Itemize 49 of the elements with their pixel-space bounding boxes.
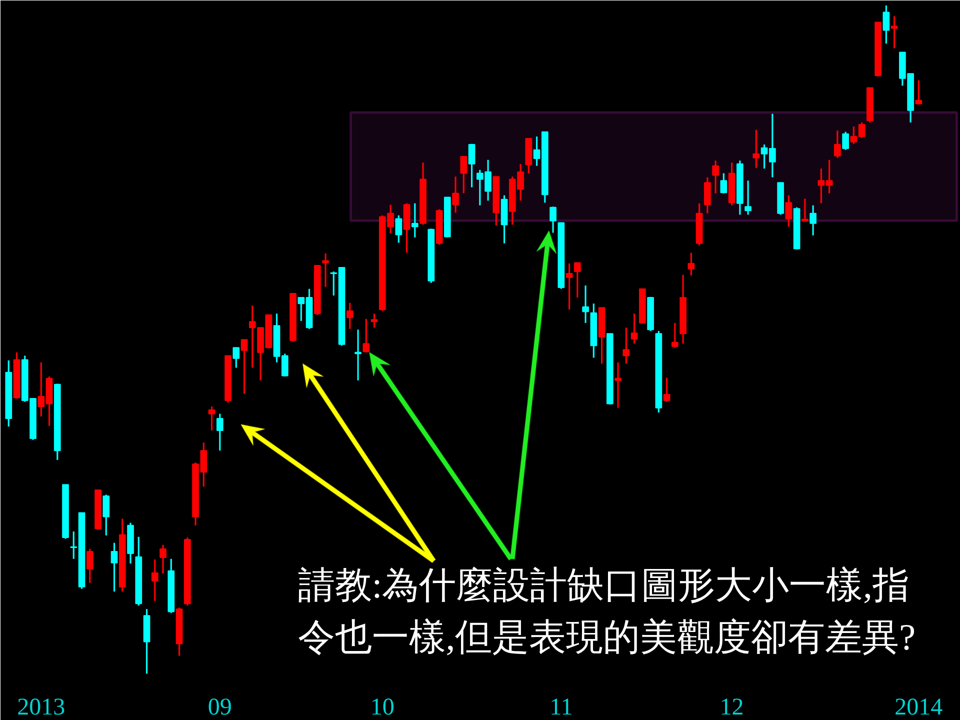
x-tick-label: 12 [720, 694, 744, 720]
candlestick [370, 312, 378, 328]
candlestick [346, 302, 354, 330]
candlestick [810, 204, 816, 236]
candlestick [890, 15, 898, 50]
candlestick [582, 284, 589, 324]
candlestick [915, 80, 922, 106]
candlestick [842, 131, 849, 151]
candlestick [671, 322, 678, 348]
candlestick [86, 548, 94, 584]
candlestick [232, 346, 240, 369]
candlestick [614, 362, 622, 409]
candlestick [151, 558, 158, 602]
annotation: 請教:為什麼設計缺口圖形大小一樣,指令也一樣,但是表現的美觀度卻有差異? [298, 566, 916, 659]
candlestick [785, 194, 792, 228]
candlestick [720, 172, 728, 194]
candlestick [362, 318, 370, 354]
candlestick [240, 338, 248, 395]
x-tick-label: 10 [370, 694, 394, 720]
candlestick [160, 544, 166, 574]
candlestick [354, 328, 362, 382]
candlestick [566, 262, 573, 310]
candlestick [834, 130, 841, 159]
candlestick [550, 206, 556, 234]
candlestick [452, 176, 459, 214]
candlestick [704, 176, 711, 214]
candlestick [395, 214, 402, 244]
candlestick [102, 494, 110, 536]
candlestick [468, 143, 476, 188]
candlestick [460, 156, 468, 194]
x-tick-label: 09 [208, 694, 232, 720]
candlestick [688, 252, 695, 276]
candlestick [752, 129, 760, 169]
candlestick [411, 202, 418, 238]
x-tick-label: 11 [550, 694, 573, 720]
x-tick-label: 2014 [894, 694, 943, 720]
candlestick [630, 312, 638, 344]
candlestick [622, 326, 630, 365]
candlestick [322, 252, 329, 288]
candlestick [574, 262, 581, 298]
candlestick [663, 376, 670, 403]
candlestick [110, 542, 118, 592]
candlestick [216, 413, 224, 452]
candlestick [802, 198, 808, 222]
candlestick [882, 4, 890, 44]
candlestick [208, 406, 216, 432]
candlestick [744, 180, 752, 216]
x-tick-label: 2013 [17, 694, 66, 720]
candlestick [712, 160, 719, 194]
